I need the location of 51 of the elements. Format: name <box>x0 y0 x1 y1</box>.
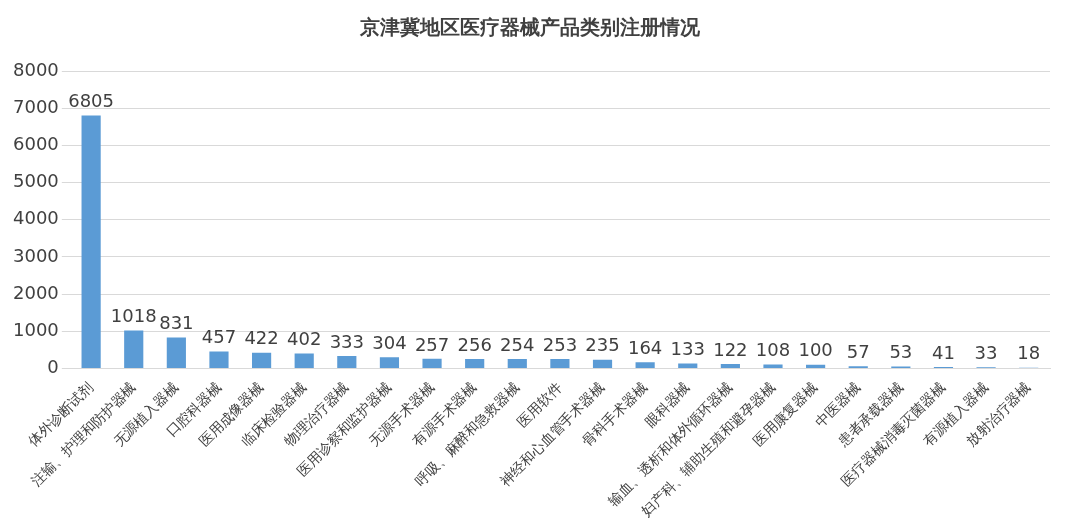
data-label: 122 <box>713 338 748 360</box>
bar <box>592 359 613 368</box>
data-label: 235 <box>585 334 620 356</box>
y-tick-label: 5000 <box>13 170 59 192</box>
data-label: 53 <box>889 341 913 363</box>
bar <box>465 358 485 368</box>
bar <box>720 363 740 368</box>
y-tick-label: 4000 <box>13 207 59 229</box>
data-label: 256 <box>457 333 492 355</box>
y-tick-label: 2000 <box>13 281 59 303</box>
data-label: 254 <box>500 333 535 355</box>
bar <box>124 330 144 368</box>
data-label: 100 <box>798 339 833 361</box>
data-label: 57 <box>846 340 870 362</box>
bar <box>337 356 357 368</box>
data-label: 257 <box>414 333 450 355</box>
y-tick-label: 6000 <box>13 133 59 155</box>
data-label: 133 <box>670 338 705 360</box>
data-label: 457 <box>201 326 237 348</box>
bar <box>294 353 314 368</box>
data-label: 108 <box>755 339 791 361</box>
bar <box>550 359 570 368</box>
y-tick-label: 7000 <box>13 95 59 117</box>
y-tick-label: 3000 <box>13 244 59 266</box>
bar <box>635 362 655 368</box>
bar <box>81 115 101 368</box>
data-label: 6805 <box>68 90 115 112</box>
bar <box>806 364 826 368</box>
bar <box>422 358 442 368</box>
data-label: 304 <box>372 331 407 353</box>
data-label: 41 <box>932 341 955 363</box>
bar <box>209 351 229 368</box>
bar <box>507 358 527 368</box>
data-label: 1018 <box>110 305 157 327</box>
y-tick-label: 0 <box>47 356 59 378</box>
data-label: 402 <box>287 328 322 350</box>
y-tick-label: 8000 <box>13 58 59 80</box>
y-tick-label: 1000 <box>13 318 59 340</box>
data-label: 333 <box>329 330 364 352</box>
data-label: 33 <box>974 341 998 363</box>
data-label: 831 <box>159 312 194 334</box>
bar <box>252 352 272 368</box>
data-label: 18 <box>1017 342 1041 364</box>
data-label: 253 <box>542 333 578 355</box>
bar <box>763 364 783 368</box>
bar <box>379 357 400 368</box>
data-label: 422 <box>244 327 279 349</box>
bar <box>678 363 698 368</box>
chart-title: 京津冀地区医疗器械产品类别注册情况 <box>359 15 701 40</box>
bar <box>166 337 186 368</box>
data-label: 164 <box>627 337 663 358</box>
